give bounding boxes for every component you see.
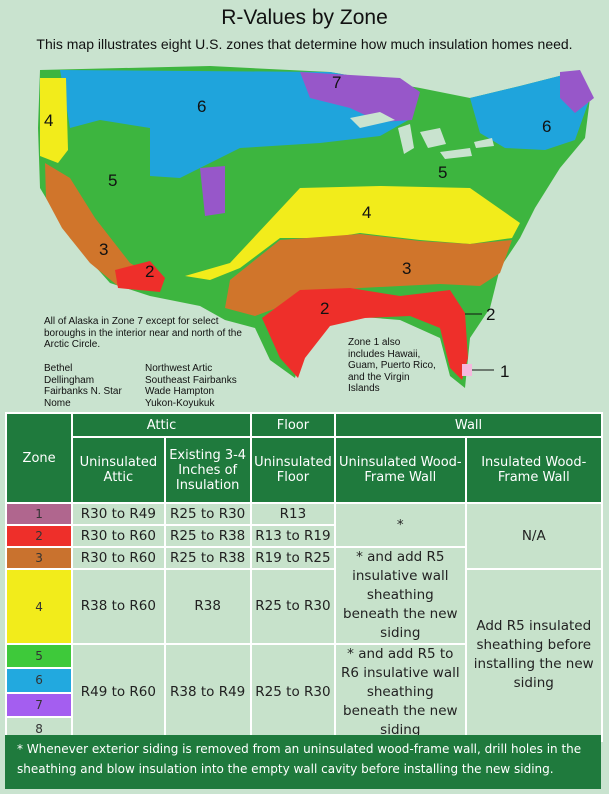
zone-1-note: Zone 1 also includes Hawaii, Guam, Puert… [348, 337, 436, 394]
zone-label: 4 [362, 203, 371, 222]
wall-insulated-header: Insulated Wood-Frame Wall [464, 436, 604, 504]
zone-2-region-southwest [115, 261, 165, 292]
zone-swatch-1: 1 [4, 502, 74, 526]
borough: Yukon-Koyukuk [145, 397, 215, 409]
table-cell: * and add R5 insulative wall sheathing b… [334, 546, 467, 645]
table-cell: * [334, 502, 467, 548]
table-cell: R30 to R49 [71, 502, 166, 526]
borough: Fairbanks N. Star [44, 386, 122, 397]
zone-7-region [300, 72, 420, 122]
wall-header: Wall [334, 412, 603, 438]
borough: Nome [44, 397, 71, 409]
zone-label: 5 [438, 163, 447, 182]
table-cell: R13 to R19 [249, 524, 337, 548]
zone-swatch-3: 3 [4, 546, 74, 570]
table-cell: R25 to R38 [163, 524, 252, 548]
table-cell: R19 to R25 [249, 546, 337, 570]
alaska-boroughs-right: Northwest Artic Southeast Fairbanks Wade… [145, 363, 265, 409]
zone-swatch-2: 2 [4, 524, 74, 548]
zone-2-region-gulf [262, 288, 468, 380]
alaska-note: All of Alaska in Zone 7 except for selec… [44, 316, 242, 350]
zone-label: 2 [145, 262, 154, 281]
footnote: * Whenever exterior siding is removed fr… [5, 735, 601, 789]
table-cell: R25 to R30 [163, 502, 252, 526]
page-title: R-Values by Zone [221, 6, 388, 29]
alaska-boroughs-left: Bethel Dellingham Fairbanks N. Star Nome [44, 363, 154, 409]
zone-label: 2 [320, 299, 329, 318]
table-cell: R30 to R60 [71, 524, 166, 548]
table-cell: R49 to R60 [71, 643, 166, 742]
table-cell: R30 to R60 [71, 546, 166, 570]
zone-regions [38, 66, 594, 388]
borough: Southeast Fairbanks [145, 374, 237, 386]
attic-header: Attic [71, 412, 252, 438]
zone-label: 3 [99, 240, 108, 259]
zone-label: 5 [108, 171, 117, 190]
table-cell: R25 to R38 [163, 546, 252, 570]
table-cell: R38 [163, 568, 252, 645]
attic-uninsulated-header: Uninsulated Attic [71, 436, 166, 504]
table-cell: R13 [249, 502, 337, 526]
zone-label: 6 [542, 117, 551, 136]
zone-3-region-west [45, 163, 148, 286]
zone-label: 4 [44, 111, 53, 130]
rvalue-table: Zone Attic Floor Wall Uninsulated Attic … [4, 412, 604, 743]
borough: Wade Hampton [145, 386, 215, 397]
zone-label: 6 [197, 97, 206, 116]
table-cell: R38 to R60 [71, 568, 166, 645]
attic-existing-header: Existing 3-4 Inches of Insulation [163, 436, 252, 504]
floor-uninsulated-header: Uninsulated Floor [249, 436, 337, 504]
zone-label: 2 [486, 305, 495, 324]
floor-header: Floor [249, 412, 337, 438]
table-cell: * and add R5 to R6 insulative wall sheat… [334, 643, 467, 742]
borough: Bethel [44, 363, 73, 374]
table-cell: N/A [464, 502, 604, 570]
great-lakes [350, 112, 494, 159]
wall-uninsulated-header: Uninsulated Wood-Frame Wall [334, 436, 467, 504]
table-cell: R25 to R30 [249, 643, 337, 742]
table-cell: R25 to R30 [249, 568, 337, 645]
zone-swatch-7: 7 [4, 691, 74, 718]
zone-7-region-rockies [200, 166, 225, 216]
zone-label: 3 [402, 259, 411, 278]
zone-4-region [185, 186, 520, 280]
table-cell: Add R5 insulated sheathing before instal… [464, 568, 604, 742]
zone-7-region-maine [560, 70, 594, 113]
zone-swatch-5: 5 [4, 642, 74, 670]
zone-1-region [462, 364, 472, 376]
zone-swatch-6: 6 [4, 667, 74, 694]
zone-header: Zone [4, 412, 74, 504]
zone-4-region-west-coast [40, 78, 68, 163]
table-cell: R38 to R49 [163, 643, 252, 742]
zone-label: 1 [500, 362, 509, 381]
us-zone-map: 7 6 4 5 6 5 4 3 3 2 2 2 1 [38, 66, 594, 388]
zone-swatch-4: 4 [4, 568, 74, 645]
borough: Northwest Artic [145, 363, 213, 374]
zone-label: 7 [332, 73, 341, 92]
page-subtitle: This map illustrates eight U.S. zones th… [36, 36, 573, 52]
borough: Dellingham [44, 374, 95, 386]
